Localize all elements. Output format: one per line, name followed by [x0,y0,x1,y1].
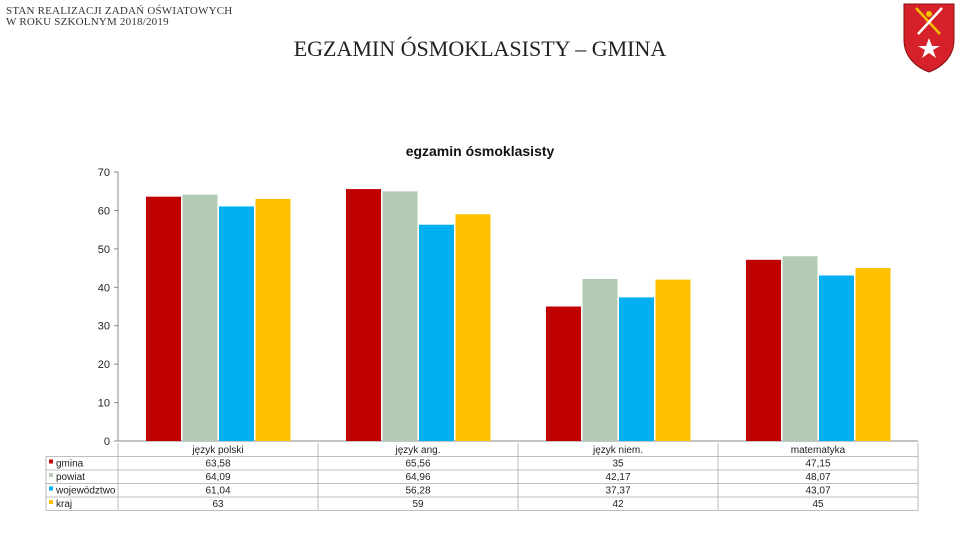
data-label: 35 [612,459,624,470]
coat-of-arms-icon [900,0,958,74]
legend-swatch-powiat [49,473,53,477]
table-category-label: język ang. [394,445,440,456]
bar-województwo-1 [419,224,454,441]
bar-kraj-0 [255,198,291,441]
legend-swatch-gmina [49,459,53,464]
data-label: 47,15 [805,459,830,470]
table-category-label: język niem. [592,445,643,456]
y-tick-label: 20 [98,359,110,371]
bar-województwo-3 [819,275,854,441]
data-label: 63,58 [205,459,230,470]
data-label: 64,96 [405,472,430,483]
data-label: 65,56 [405,459,430,470]
data-label: 45 [812,499,824,510]
data-label: 42,17 [605,472,630,483]
data-label: 56,28 [405,486,430,497]
y-tick-label: 50 [98,244,110,256]
table-category-label: matematyka [791,445,846,456]
bar-powiat-0 [182,194,218,441]
bar-powiat-3 [782,256,818,441]
y-tick-label: 40 [98,282,110,294]
y-tick-label: 30 [98,321,110,333]
y-tick-label: 10 [98,398,110,410]
header-line-2: W ROKU SZKOLNYM 2018/2019 [6,16,169,28]
data-label: 43,07 [805,486,830,497]
data-label: 42 [612,499,624,510]
bar-województwo-0 [219,206,254,441]
bar-kraj-1 [455,214,491,441]
y-tick-label: 70 [98,167,110,179]
bar-kraj-3 [855,268,891,441]
header-line-1: STAN REALIZACJI ZADAŃ OŚWIATOWYCH [6,5,233,17]
bar-gmina-1 [346,189,381,441]
data-label: 48,07 [805,472,830,483]
legend-swatch-województwo [49,486,53,491]
data-label: 61,04 [205,486,230,497]
legend-entry: gmina [56,459,84,470]
chart-title: egzamin ósmoklasisty [406,143,555,159]
legend-entry: kraj [56,499,72,510]
table-category-label: język polski [191,445,243,456]
bar-województwo-2 [619,297,654,441]
data-label: 63 [212,499,224,510]
bar-powiat-2 [582,278,618,441]
page-title: EGZAMIN ÓSMOKLASISTY – GMINA [293,36,667,61]
legend-swatch-kraj [49,500,53,504]
bar-gmina-3 [746,259,781,441]
legend-entry: powiat [56,472,85,483]
data-table: język polski język ang. język niem. matemat… [45,443,919,511]
data-label: 64,09 [205,472,230,483]
y-tick-label: 0 [104,436,110,448]
data-label: 37,37 [605,486,630,497]
data-label: 59 [412,499,424,510]
chart-bars [146,189,891,441]
bar-gmina-0 [146,196,181,441]
bar-gmina-2 [546,306,581,441]
y-tick-label: 60 [98,205,110,217]
legend-entry: województwo [55,486,116,497]
bar-kraj-2 [655,279,691,441]
bar-powiat-1 [382,191,418,441]
